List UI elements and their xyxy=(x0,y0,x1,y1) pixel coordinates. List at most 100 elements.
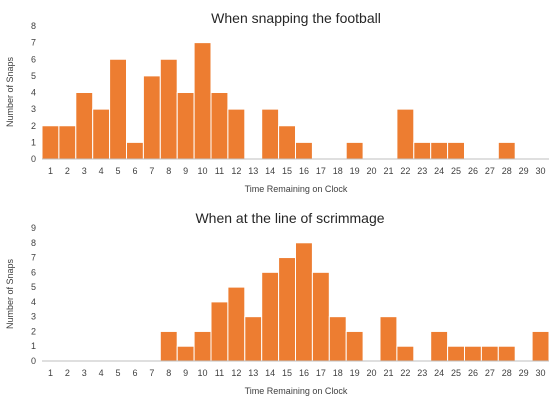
bar xyxy=(379,316,398,362)
x-tick-label: 25 xyxy=(451,368,461,378)
bar xyxy=(193,42,212,160)
x-tick-label: 23 xyxy=(417,368,427,378)
bar-group xyxy=(41,42,516,160)
y-tick-label: 0 xyxy=(31,356,36,366)
x-tick-label: 14 xyxy=(265,166,275,176)
y-tick-label: 1 xyxy=(31,137,36,147)
x-tick-label: 9 xyxy=(183,368,188,378)
y-tick-label: 2 xyxy=(31,326,36,336)
bar xyxy=(328,316,347,362)
x-tick-label: 19 xyxy=(350,368,360,378)
x-tick-label: 29 xyxy=(519,368,529,378)
x-tick-label: 8 xyxy=(166,368,171,378)
x-tick-label: 12 xyxy=(231,368,241,378)
bar xyxy=(142,75,161,160)
x-tick-label: 29 xyxy=(519,166,529,176)
x-tick-label: 19 xyxy=(350,166,360,176)
x-tick-label: 4 xyxy=(99,368,104,378)
x-tick-label: 20 xyxy=(367,166,377,176)
y-tick-label: 4 xyxy=(31,88,36,98)
x-tick-group: 1 2 3 4 5 6 7 8 9 10 11 12 13 14 15 16 17 18 19 20 21 22 23 24 2… xyxy=(48,166,546,176)
x-tick-label: 3 xyxy=(82,368,87,378)
x-tick-label: 16 xyxy=(299,166,309,176)
x-tick-label: 13 xyxy=(248,368,258,378)
bar xyxy=(430,330,449,362)
bar xyxy=(126,141,144,160)
x-tick-label: 7 xyxy=(149,368,154,378)
bar xyxy=(345,141,364,160)
y-tick-label: 9 xyxy=(31,223,36,233)
bar xyxy=(278,257,297,362)
x-tick-label: 1 xyxy=(48,166,53,176)
x-tick-label: 25 xyxy=(451,166,461,176)
bar xyxy=(261,108,280,160)
x-tick-label: 27 xyxy=(485,166,495,176)
bar xyxy=(464,345,482,362)
x-tick-label: 21 xyxy=(383,166,393,176)
bar xyxy=(396,345,415,362)
bar xyxy=(261,271,280,362)
x-tick-label: 15 xyxy=(282,368,292,378)
bar xyxy=(176,92,195,160)
x-tick-label: 16 xyxy=(299,368,309,378)
bar xyxy=(295,242,313,362)
bar xyxy=(176,345,195,362)
x-axis-label: Time Remaining on Clock xyxy=(245,386,348,396)
chart-snapping: When snapping the football Number of Sna… xyxy=(5,10,549,194)
y-tick-label: 5 xyxy=(31,282,36,292)
y-tick-label: 6 xyxy=(31,267,36,277)
bar xyxy=(210,301,229,362)
x-tick-label: 28 xyxy=(502,368,512,378)
x-tick-label: 17 xyxy=(316,368,326,378)
x-tick-label: 1 xyxy=(48,368,53,378)
chart-title: When snapping the football xyxy=(211,10,381,26)
y-axis-label: Number of Snaps xyxy=(5,56,15,127)
x-tick-label: 21 xyxy=(383,368,393,378)
x-tick-label: 7 xyxy=(149,166,154,176)
bar xyxy=(159,58,178,160)
bar xyxy=(58,125,77,160)
x-tick-label: 18 xyxy=(333,166,343,176)
bar xyxy=(244,316,263,362)
bar xyxy=(75,92,94,160)
x-tick-label: 9 xyxy=(183,166,188,176)
x-tick-label: 10 xyxy=(198,368,208,378)
x-tick-label: 2 xyxy=(65,166,70,176)
y-tick-label: 7 xyxy=(31,253,36,263)
y-tick-label: 4 xyxy=(31,297,36,307)
x-tick-label: 11 xyxy=(215,166,224,176)
x-tick-label: 22 xyxy=(400,166,410,176)
y-axis-label: Number of Snaps xyxy=(5,258,15,329)
x-tick-label: 20 xyxy=(367,368,377,378)
y-tick-label: 3 xyxy=(31,312,36,322)
x-tick-label: 13 xyxy=(248,166,258,176)
x-tick-label: 18 xyxy=(333,368,343,378)
chart-scrimmage: When at the line of scrimmage Number of … xyxy=(5,210,550,396)
x-tick-label: 3 xyxy=(82,166,87,176)
x-tick-label: 24 xyxy=(434,166,444,176)
bar xyxy=(447,141,466,160)
x-tick-label: 22 xyxy=(400,368,410,378)
x-tick-label: 4 xyxy=(99,166,104,176)
bar xyxy=(311,271,330,362)
x-tick-label: 6 xyxy=(132,368,137,378)
x-tick-label: 23 xyxy=(417,166,427,176)
bar xyxy=(159,330,178,362)
y-tick-label: 3 xyxy=(31,104,36,114)
x-tick-label: 26 xyxy=(468,166,478,176)
bar xyxy=(497,345,516,362)
x-axis-label: Time Remaining on Clock xyxy=(245,184,348,194)
y-tick-label: 1 xyxy=(31,341,36,351)
x-tick-label: 6 xyxy=(132,166,137,176)
bar xyxy=(227,108,246,160)
x-tick-label: 17 xyxy=(316,166,326,176)
x-tick-label: 30 xyxy=(536,166,546,176)
x-tick-group: 1 2 3 4 5 6 7 8 9 10 11 12 13 14 15 16 17 18 19 20 21 22 23 24 2… xyxy=(48,368,546,378)
bar xyxy=(447,345,466,362)
bar xyxy=(227,286,246,362)
bar xyxy=(497,141,516,160)
bar xyxy=(295,141,313,160)
x-tick-label: 10 xyxy=(198,166,208,176)
bar xyxy=(193,330,212,362)
